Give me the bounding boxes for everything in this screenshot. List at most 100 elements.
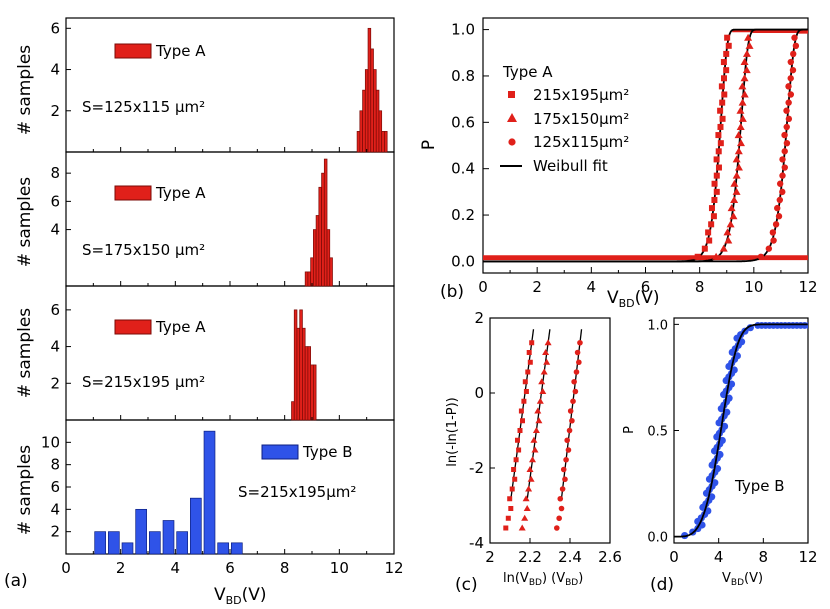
d-xtick-label-8: 8 — [759, 548, 769, 566]
bar-hist_a2-4 — [315, 215, 320, 287]
c-point-circ-18 — [574, 349, 581, 356]
b-point-tri-11 — [734, 163, 743, 171]
bar-hist_a2-9 — [329, 257, 333, 287]
hist-b-legend-swatch — [261, 444, 299, 460]
panel-c: 2 2.2 2.4 2.6 -4 -2 0 2 ln(-ln(1-P)) ln(VBD) (V… — [445, 309, 622, 595]
c-point-sq-15 — [522, 379, 528, 385]
b-point-circ-24 — [787, 58, 794, 66]
b-point-tri-13 — [734, 147, 743, 155]
b-point-circ-8 — [779, 188, 786, 196]
d-xtick-label-12: 12 — [798, 548, 817, 566]
c-point-tri-1 — [521, 514, 529, 521]
b-point-circ-1 — [765, 245, 773, 252]
c-point-circ-14 — [572, 388, 579, 395]
ytick-label-hist_b-8: 8 — [50, 456, 60, 474]
c-point-tri-9 — [530, 436, 538, 443]
b-point-circ-17 — [785, 115, 793, 123]
b-point-sq-14 — [717, 140, 724, 147]
b-point-circ-6 — [774, 204, 781, 212]
c-point-sq-8 — [516, 447, 522, 453]
bar-hist_b-1 — [108, 531, 120, 555]
b-point-tri-22 — [740, 74, 749, 82]
c-point-sq-16 — [525, 369, 531, 375]
bar-hist_a2-7 — [323, 158, 328, 287]
c-point-circ-3 — [557, 495, 564, 502]
b-fit-2 — [483, 28, 808, 263]
c-point-sq-11 — [520, 418, 525, 424]
panel-d: 0 4 8 12 0.0 0.5 1.0 P VBD(V) Type B (d) — [622, 317, 818, 595]
panel-c-frame — [489, 317, 611, 544]
b-point-tri-15 — [734, 131, 743, 139]
panel-b-legend-title: Type A — [502, 63, 553, 81]
c-point-circ-4 — [559, 486, 566, 492]
b-point-circ-16 — [783, 123, 790, 131]
b-point-circ-27 — [791, 34, 798, 41]
bar-hist_a1-10 — [384, 131, 388, 153]
c-point-circ-0 — [554, 525, 560, 531]
d-fit-curve — [674, 323, 808, 538]
b-point-circ-0 — [757, 253, 765, 260]
b-point-tri-21 — [738, 82, 747, 90]
bar-hist_a1-7 — [375, 89, 380, 153]
hist-b-area-label: S=215x195μm² — [238, 483, 356, 501]
hist-a2-bars — [304, 158, 333, 287]
c-point-tri-5 — [527, 475, 535, 482]
c-point-tri-6 — [526, 466, 534, 472]
c-point-tri-2 — [523, 505, 531, 511]
d-ytick-label-0: 0.0 — [647, 531, 668, 546]
c-point-tri-19 — [544, 339, 552, 346]
hist-a1-legend-label: Type A — [155, 42, 206, 60]
c-point-sq-10 — [517, 428, 523, 433]
c-point-circ-9 — [564, 437, 570, 444]
c-point-sq-17 — [527, 359, 533, 365]
bar-hist_a3-6 — [307, 346, 311, 421]
b-point-circ-15 — [781, 131, 788, 139]
b-point-sq-21 — [718, 83, 725, 90]
c-xtick-label-2: 2 — [485, 548, 495, 566]
hist-a1-ylabel: # samples — [15, 45, 35, 135]
b-legend-label-0: 215x195μm² — [533, 86, 629, 104]
bar-hist_a3-4 — [302, 327, 306, 421]
c-ytick-label--2: -2 — [469, 459, 484, 477]
c-point-sq-3 — [507, 496, 513, 502]
bar-hist_b-4 — [149, 531, 161, 555]
c-point-circ-1 — [556, 515, 562, 522]
ytick-label-hist_b-2: 2 — [50, 523, 60, 541]
hist-a2-frame — [65, 151, 395, 287]
b-point-sq-15 — [715, 132, 722, 139]
b-point-tri-18 — [736, 106, 745, 114]
b-point-sq-22 — [721, 75, 728, 82]
b-point-circ-20 — [787, 91, 795, 98]
b-point-circ-23 — [789, 66, 797, 74]
b-point-tri-3 — [723, 228, 732, 236]
c-point-tri-13 — [536, 397, 544, 404]
hist-a1-bars — [356, 27, 388, 153]
b-point-sq-24 — [720, 59, 727, 66]
b-point-sq-13 — [715, 148, 722, 155]
bar-hist_b-8 — [203, 430, 216, 555]
b-point-sq-5 — [710, 213, 717, 220]
c-point-tri-16 — [540, 368, 548, 375]
c-point-sq-14 — [523, 389, 529, 394]
xtick-label-hist-2: 2 — [116, 559, 126, 577]
ytick-label-hist_b-4: 4 — [50, 500, 60, 518]
c-point-tri-3 — [522, 495, 530, 502]
b-point-circ-12 — [779, 156, 786, 163]
panel-d-frame — [673, 317, 809, 544]
b-ytick-label-0.2: 0.2 — [451, 206, 475, 224]
b-point-sq-6 — [708, 205, 715, 212]
ytick-label-hist_a2-6: 6 — [50, 192, 60, 210]
panel-c-xlabel: ln(VBD) (VBD) — [503, 571, 583, 588]
hist-a3-legend-swatch — [114, 319, 152, 335]
c-point-tri-12 — [534, 407, 542, 414]
b-legend-marker-sq — [508, 91, 515, 98]
panel-b-ylabel: P — [419, 140, 439, 150]
bar-hist_a1-5 — [370, 48, 374, 153]
bar-hist_a1-9 — [381, 131, 385, 153]
b-point-circ-3 — [769, 229, 777, 236]
c-point-circ-10 — [566, 427, 573, 434]
b-point-tri-8 — [732, 187, 741, 195]
hist-a3-legend-label: Type A — [155, 318, 206, 336]
b-point-circ-21 — [785, 83, 792, 90]
